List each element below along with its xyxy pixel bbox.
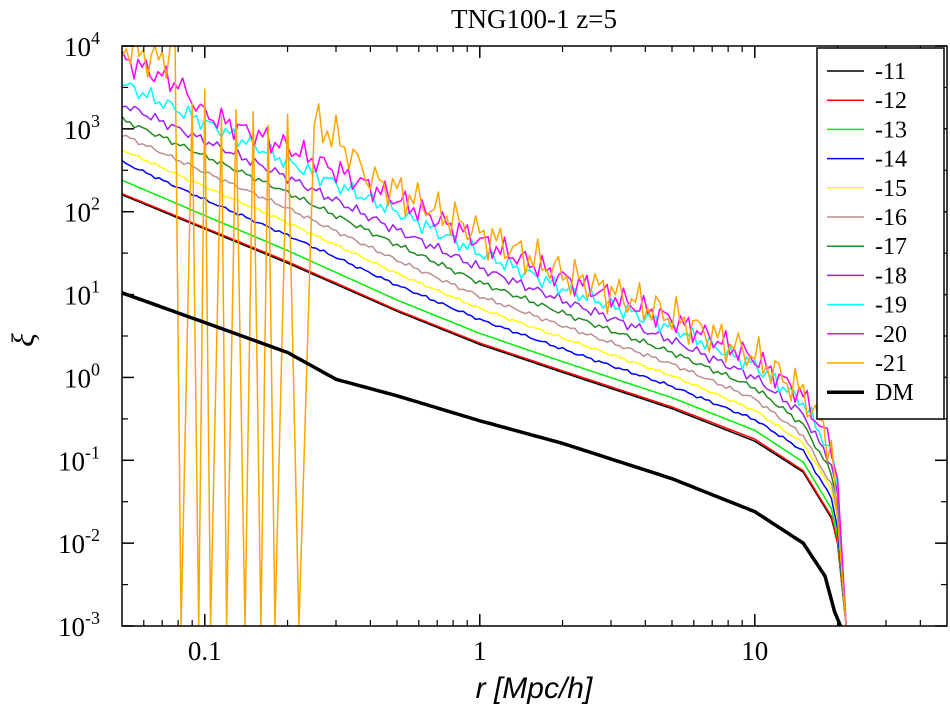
y-axis: 10-3 10-2 10-1 100 101 102 103 104	[58, 28, 947, 642]
x-axis: 0.1 1 10	[143, 46, 921, 666]
series-line--16	[122, 134, 847, 626]
series-line--21	[122, 46, 847, 626]
legend-label: -12	[875, 88, 907, 114]
legend-box	[816, 47, 945, 420]
legend-label: -14	[875, 147, 907, 173]
legend-label: -16	[875, 205, 907, 231]
y-tick-label: 103	[64, 111, 100, 145]
series-line--17	[122, 115, 847, 626]
x-tick-label: 10	[741, 636, 768, 666]
series-line--18	[122, 105, 847, 626]
legend-label: -11	[875, 59, 906, 85]
x-tick-label: 0.1	[188, 636, 222, 666]
series-line--14	[122, 159, 847, 626]
legend-label: -20	[875, 322, 907, 348]
legend-label: -15	[875, 176, 907, 202]
series-line--11	[122, 194, 847, 626]
y-tick-label: 10-2	[58, 525, 100, 559]
series-line--12	[122, 193, 847, 626]
y-tick-label: 101	[64, 277, 100, 311]
chart-title: TNG100-1 z=5	[451, 4, 617, 34]
series-line--15	[122, 149, 847, 626]
legend-label: -17	[875, 234, 907, 260]
legend-label: -19	[875, 293, 907, 319]
y-tick-label: 100	[64, 359, 100, 393]
y-tick-label: 10-1	[58, 442, 100, 476]
legend-label: DM	[875, 380, 914, 406]
y-tick-label: 102	[64, 194, 100, 228]
y-tick-label: 104	[64, 28, 100, 62]
series-line-DM	[122, 291, 843, 626]
series-line--13	[122, 179, 847, 626]
y-tick-label: 10-3	[58, 608, 100, 642]
x-axis-label: r [Mpc/h]	[476, 672, 593, 705]
legend-label: -18	[875, 263, 907, 289]
y-axis-label: ξ	[5, 333, 41, 347]
legend: -11 -12 -13 -14 -15 -16 -17 -18 -19 -20 -21 DM	[816, 47, 945, 420]
legend-label: -21	[875, 351, 907, 377]
series-line--20	[122, 50, 847, 626]
series-layer	[122, 46, 847, 626]
legend-label: -13	[875, 117, 907, 143]
x-tick-label: 1	[473, 636, 487, 666]
